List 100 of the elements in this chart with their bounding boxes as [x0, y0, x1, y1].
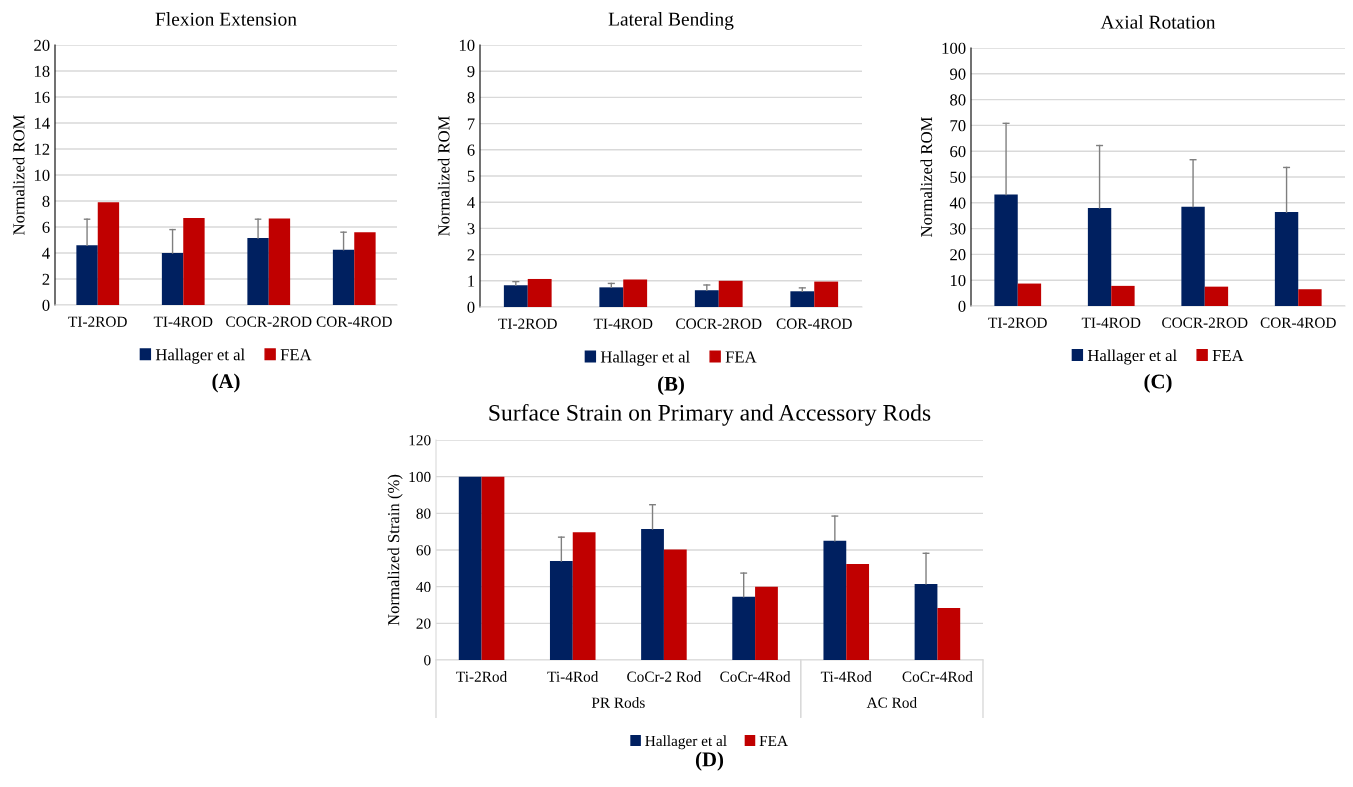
bar	[1204, 286, 1229, 306]
legend-label: Hallager et al	[155, 348, 245, 364]
bar	[76, 245, 98, 305]
bar	[1111, 285, 1135, 306]
bar	[641, 528, 664, 660]
y-tick-label: 16	[34, 91, 50, 103]
text: (C)	[1144, 373, 1172, 393]
y-tick-label: 120	[409, 435, 431, 446]
text: (D)	[695, 751, 724, 771]
y-tick-label: 0	[958, 300, 966, 312]
text: AC Rod	[866, 697, 917, 708]
legend-label: FEA	[725, 351, 757, 363]
y-tick-label: 40	[949, 197, 966, 209]
bar	[161, 253, 184, 305]
x-tick-label: COCR-2ROD	[1162, 317, 1248, 328]
y-tick-label: 100	[409, 471, 431, 483]
y-tick-label: 100	[942, 42, 966, 54]
y-tick-label: 60	[416, 545, 431, 556]
y-tick-label: 50	[950, 171, 966, 183]
y-tick-label: 60	[950, 145, 966, 158]
bar	[663, 549, 687, 660]
y-tick-label: 14	[34, 117, 50, 129]
x-tick-label: Ti-4Rod	[820, 671, 872, 682]
bar	[354, 232, 376, 305]
x-tick-label: TI-4ROD	[593, 318, 653, 329]
y-tick-label: 6	[42, 221, 50, 233]
x-tick-label: TI-4ROD	[153, 316, 213, 327]
y-tick-label: 18	[34, 65, 50, 77]
y-tick-label: 6	[467, 144, 475, 156]
y-tick-label: 2	[467, 249, 475, 261]
legend-label: FEA	[1212, 349, 1244, 361]
bar	[937, 607, 961, 660]
y-tick-label: 0	[424, 655, 431, 666]
x-tick-label: CoCr-4Rod	[902, 671, 973, 682]
y-tick-label: 20	[950, 249, 966, 261]
y-tick-label: 8	[467, 92, 475, 104]
y-tick-label: 2	[42, 273, 50, 285]
bar	[846, 563, 870, 660]
y-tick-label: 7	[467, 118, 475, 130]
bar	[1087, 207, 1112, 306]
x-tick-label: CoCr-4Rod	[720, 671, 791, 682]
y-tick-label: 80	[950, 94, 966, 106]
y-axis-title: Normalized ROM	[920, 117, 933, 237]
bar	[914, 583, 938, 660]
x-tick-label: TI-2ROD	[988, 317, 1047, 328]
bar	[994, 194, 1018, 306]
y-tick-label: 40	[416, 581, 431, 593]
x-tick-label: TI-4ROD	[1081, 317, 1141, 328]
bar	[183, 217, 205, 305]
y-tick-label: 20	[34, 39, 50, 51]
y-tick-label: 10	[950, 274, 966, 287]
x-tick-label: COR-4ROD	[316, 316, 392, 327]
bar	[332, 249, 355, 305]
y-axis-title: Normalized ROM	[437, 116, 450, 236]
y-tick-label: 12	[34, 143, 50, 155]
text: (B)	[658, 376, 684, 396]
y-tick-label: 20	[416, 618, 431, 629]
legend-label: FEA	[280, 349, 312, 361]
y-tick-label: 0	[467, 301, 475, 313]
y-tick-label: 90	[950, 68, 966, 80]
y-tick-label: 8	[42, 195, 50, 207]
bar	[97, 202, 120, 305]
y-tick-label: 30	[950, 223, 966, 235]
bar	[1017, 283, 1042, 306]
chart-title: Surface Strain on Primary and Accessory Rods	[489, 403, 931, 426]
y-tick-label: 0	[42, 299, 50, 311]
y-tick-label: 1	[468, 275, 475, 287]
bar	[549, 561, 573, 660]
y-axis-title: Normalized ROM	[12, 115, 25, 235]
bar	[755, 586, 778, 660]
text: (A)	[212, 373, 240, 393]
x-tick-label: COR-4ROD	[776, 318, 852, 329]
bar	[1298, 289, 1322, 306]
y-tick-label: 9	[467, 65, 475, 78]
bar	[268, 218, 291, 305]
y-tick-label: 10	[34, 169, 50, 181]
chart-title: Axial Rotation	[1100, 15, 1216, 29]
x-tick-label: CoCr-2 Rod	[627, 671, 702, 682]
y-tick-label: 10	[459, 39, 475, 51]
y-tick-label: 4	[467, 197, 475, 208]
text: PR Rods	[591, 697, 645, 708]
bar	[572, 532, 596, 660]
y-tick-label: 4	[42, 247, 50, 259]
x-tick-label: COR-4ROD	[1260, 317, 1336, 328]
bar	[481, 476, 505, 660]
x-tick-label: COCR-2ROD	[226, 316, 312, 327]
legend-label: Hallager et al	[1087, 349, 1177, 365]
legend-label: FEA	[759, 735, 788, 746]
y-tick-label: 5	[467, 170, 475, 182]
bar	[1181, 206, 1205, 306]
legend-label: Hallager et al	[600, 350, 690, 366]
bar	[732, 596, 756, 660]
chart-title: Flexion Extension	[155, 12, 297, 26]
y-tick-label: 70	[950, 120, 966, 132]
y-tick-label: 3	[467, 223, 475, 235]
x-tick-label: TI-2ROD	[498, 318, 557, 329]
x-tick-label: TI-2ROD	[68, 316, 127, 327]
bar	[458, 476, 482, 660]
bar	[823, 540, 847, 660]
y-tick-label: 80	[416, 508, 431, 519]
